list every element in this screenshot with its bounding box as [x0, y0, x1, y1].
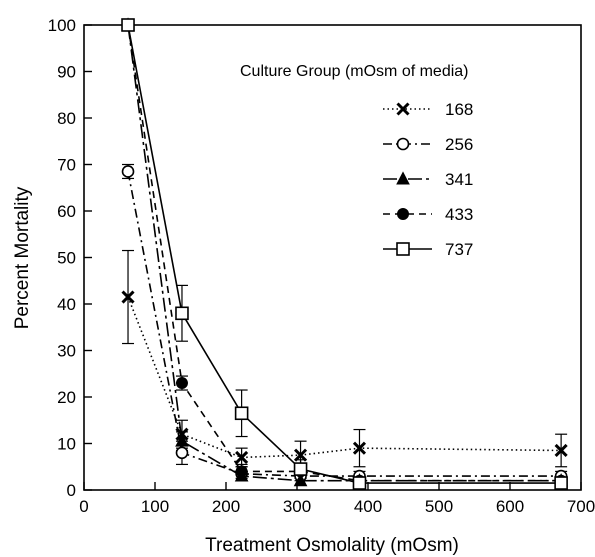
y-tick-label: 40: [57, 295, 76, 314]
legend-item-737: 737: [383, 240, 473, 259]
y-tick-label: 60: [57, 202, 76, 221]
y-tick-label: 90: [57, 63, 76, 82]
legend-marker: [396, 171, 410, 185]
legend: Culture Group (mOsm of media) 168 256 341 4…: [240, 63, 473, 259]
y-tick-label: 30: [57, 342, 76, 361]
legend-item-433: 433: [383, 205, 473, 224]
data-point-341: [293, 473, 308, 487]
x-tick-label: 300: [283, 497, 311, 516]
y-tick-label: 10: [57, 435, 76, 454]
x-tick-label: 0: [79, 497, 88, 516]
data-point-737: [293, 462, 308, 476]
data-point-737: [352, 476, 367, 490]
legend-item-168: 168: [383, 100, 473, 119]
data-point-168: [121, 290, 135, 304]
legend-marker: [397, 208, 409, 220]
legend-label: 433: [445, 205, 473, 224]
data-point-256: [175, 446, 189, 460]
data-point-256: [121, 165, 135, 178]
data-point-737: [175, 306, 189, 321]
legend-label: 256: [445, 135, 473, 154]
legend-label: 341: [445, 170, 473, 189]
legend-item-341: 341: [383, 170, 473, 189]
data-point-168: [554, 443, 568, 458]
data-point-737: [121, 18, 135, 32]
y-tick-label: 50: [57, 249, 76, 268]
series-line-737: [127, 24, 562, 484]
data-point-737: [234, 406, 249, 421]
x-tick-label: 100: [141, 497, 169, 516]
series-line-256: [127, 171, 562, 477]
x-axis-title: Treatment Osmolality (mOsm): [205, 535, 459, 556]
x-tick-label: 400: [354, 497, 382, 516]
series-layer: [121, 17, 568, 490]
x-tick-label: 700: [567, 497, 595, 516]
x-tick-label: 500: [425, 497, 453, 516]
data-point-168: [352, 441, 367, 455]
legend-marker: [396, 102, 410, 116]
legend-marker: [396, 242, 410, 256]
series-line-433: [127, 24, 562, 482]
y-tick-label: 100: [48, 16, 76, 35]
legend-label: 737: [445, 240, 473, 259]
y-axis: 0 10 20 30 40 50 60 70 80 90 100: [48, 16, 92, 500]
y-tick-label: 70: [57, 156, 76, 175]
series-line-168: [127, 296, 562, 459]
y-tick-label: 0: [67, 481, 76, 500]
legend-label: 168: [445, 100, 473, 119]
data-point-737: [554, 476, 568, 490]
y-tick-label: 20: [57, 388, 76, 407]
series-line-341: [127, 24, 562, 482]
x-tick-label: 200: [212, 497, 240, 516]
x-tick-label: 600: [496, 497, 524, 516]
data-point-168: [293, 448, 308, 462]
x-axis: 0 100 200 300 400 500 600 700: [79, 482, 595, 516]
legend-title: Culture Group (mOsm of media): [240, 63, 469, 80]
data-point-168: [235, 450, 249, 465]
legend-marker: [396, 137, 410, 151]
data-point-433: [175, 377, 188, 390]
y-tick-label: 80: [57, 109, 76, 128]
y-axis-title: Percent Mortality: [12, 186, 33, 329]
legend-item-256: 256: [383, 135, 473, 154]
data-point-341: [175, 433, 189, 447]
data-point-433: [235, 465, 248, 478]
